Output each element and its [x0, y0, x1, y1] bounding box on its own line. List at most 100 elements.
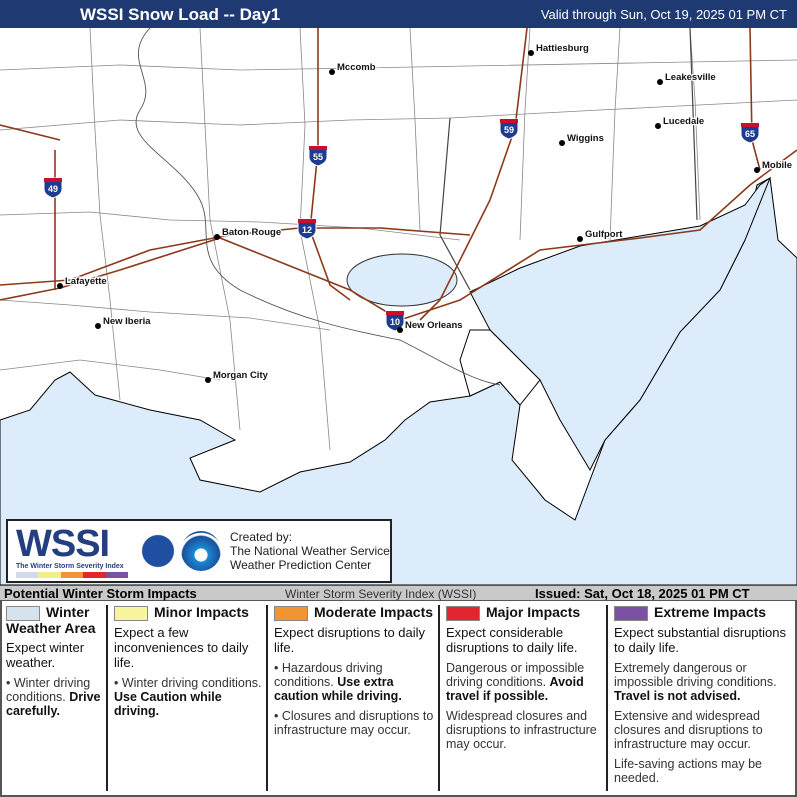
county-boundaries: [0, 27, 797, 451]
bullet-text: Life-saving actions may be needed.: [614, 756, 762, 785]
city-lafayette: Lafayette: [57, 275, 108, 289]
city-label: Leakesville: [665, 72, 716, 83]
issued-time: Issued: Sat, Oct 18, 2025 01 PM CT: [535, 586, 750, 601]
category-header: Minor Impacts: [114, 605, 266, 621]
category-header: Extreme Impacts: [614, 605, 796, 621]
city-mccomb: Mccomb: [329, 61, 377, 75]
bullet-text: Dangerous or impossible driving conditio…: [446, 660, 585, 689]
map-title: WSSI Snow Load -- Day1: [80, 5, 281, 24]
impact-bullet: Life-saving actions may be needed.: [614, 757, 796, 785]
impact-category-moderate-impacts: Moderate Impacts Expect disruptions to da…: [266, 605, 438, 791]
category-expectation: Expect substantial disruptions to daily …: [614, 624, 786, 655]
city-label: Gulfport: [585, 229, 623, 240]
bullet-text: • Hazardous driving conditions.: [274, 660, 383, 689]
city-dot: [655, 123, 661, 129]
city-mobile: Mobile: [754, 159, 793, 173]
color-swatch: [274, 605, 308, 621]
city-wiggins: Wiggins: [559, 132, 605, 146]
color-swatch: [614, 605, 648, 621]
bullet-text: Widespread closures and disruptions to i…: [446, 708, 597, 751]
city-label: Lucedale: [663, 116, 704, 127]
category-title: Major Impacts: [486, 604, 581, 620]
map[interactable]: 49 55 59 12 10 65 Hattiesburg Mccomb Leakesvill…: [0, 27, 797, 586]
category-expectation: Expect disruptions to daily life.: [274, 624, 426, 655]
bullet-emphasis: Avoid travel if possible.: [446, 674, 584, 703]
impact-bullet: Widespread closures and disruptions to i…: [446, 709, 606, 751]
city-dot: [657, 79, 663, 85]
city-gulfport: Gulfport: [577, 228, 625, 242]
impact-legend: Winter Weather Area Expect winter weather…: [0, 601, 797, 797]
city-dot: [754, 167, 760, 173]
svg-text:12: 12: [302, 225, 312, 235]
legend-index-name: Winter Storm Severity Index (WSSI): [285, 587, 477, 601]
bullet-emphasis: Drive carefully.: [6, 689, 101, 718]
category-title: Moderate Impacts: [314, 604, 434, 620]
city-label: Baton Rouge: [222, 227, 281, 238]
city-dot: [528, 50, 534, 56]
impact-category-major-impacts: Major Impacts Expect considerable disrupt…: [438, 605, 606, 791]
category-header: Moderate Impacts: [274, 605, 438, 621]
state-boundary: [439, 27, 698, 291]
color-swatch: [6, 605, 40, 621]
bullet-emphasis: Use extra caution while driving.: [274, 674, 402, 703]
svg-text:65: 65: [745, 129, 755, 139]
impact-bullet: Extremely dangerous or impossible drivin…: [614, 661, 796, 703]
bullet-text: • Winter driving conditions.: [114, 675, 262, 690]
category-expectation: Expect considerable disruptions to daily…: [446, 624, 578, 655]
wssi-wordmark: WSSI: [16, 523, 110, 565]
bullet-text: • Winter driving conditions.: [6, 675, 91, 704]
impact-bullet: Dangerous or impossible driving conditio…: [446, 661, 606, 703]
color-swatch: [446, 605, 480, 621]
svg-text:49: 49: [48, 184, 58, 194]
category-expectation: Expect a few inconveniences to daily lif…: [114, 624, 249, 670]
city-dot: [57, 283, 63, 289]
wssi-logo-panel: WSSI The Winter Storm Severity Index Cre…: [6, 519, 392, 583]
city-leakesville: Leakesville: [657, 71, 717, 85]
city-hattiesburg: Hattiesburg: [528, 42, 590, 56]
bullet-text: Extensive and widespread closures and di…: [614, 708, 763, 751]
impact-bullet: • Closures and disruptions to infrastruc…: [274, 709, 438, 737]
category-header: Winter Weather Area: [6, 605, 106, 636]
wssi-subtitle: The Winter Storm Severity Index: [16, 563, 124, 570]
bullet-emphasis: Use Caution while driving.: [114, 689, 222, 718]
lake-borgne-coast: [459, 329, 541, 406]
legend-title: Potential Winter Storm Impacts: [4, 586, 197, 601]
impact-category-extreme-impacts: Extreme Impacts Expect substantial disrup…: [606, 605, 796, 791]
legend-bar: Potential Winter Storm Impacts Winter St…: [0, 585, 797, 601]
impact-bullet: Extensive and widespread closures and di…: [614, 709, 796, 751]
category-title: Winter Weather Area: [6, 604, 96, 636]
interstate-49-shield-icon: 49: [43, 177, 63, 199]
city-dot: [397, 327, 403, 333]
bullet-emphasis: Travel is not advised.: [614, 688, 741, 703]
bullet-text: Extremely dangerous or impossible drivin…: [614, 660, 777, 689]
org-nws: The National Weather Service: [230, 544, 390, 558]
valid-time: Valid through Sun, Oct 19, 2025 01 PM CT: [540, 7, 787, 22]
interstate-55-shield-icon: 55: [308, 145, 328, 167]
created-by: Created by:: [230, 530, 293, 544]
city-label: Morgan City: [213, 370, 269, 381]
impact-bullet: • Winter driving conditions. Drive caref…: [6, 676, 106, 718]
city-dot: [95, 323, 101, 329]
city-lucedale: Lucedale: [655, 115, 705, 129]
city-label: New Iberia: [103, 316, 151, 327]
nws-seal-icon: [138, 531, 178, 571]
svg-text:55: 55: [313, 152, 323, 162]
lake-pontchartrain: [346, 253, 458, 307]
city-label: Wiggins: [567, 133, 604, 144]
category-header: Major Impacts: [446, 605, 606, 621]
category-title: Minor Impacts: [154, 604, 249, 620]
wssi-color-bar: [16, 572, 129, 578]
city-new-orleans: New Orleans: [397, 319, 464, 333]
impact-bullet: • Winter driving conditions. Use Caution…: [114, 676, 266, 718]
city-dot: [577, 236, 583, 242]
city-morgan-city: Morgan City: [205, 369, 270, 383]
city-label: Mobile: [762, 160, 792, 171]
city-new-iberia: New Iberia: [95, 315, 152, 329]
city-dot: [205, 377, 211, 383]
header: WSSI Snow Load -- Day1 Valid through Sun…: [0, 0, 797, 28]
interstate-12-shield-icon: 12: [297, 218, 317, 240]
svg-text:59: 59: [504, 125, 514, 135]
city-label: Lafayette: [65, 276, 107, 287]
city-baton-rouge: Baton Rouge: [214, 226, 282, 240]
city-label: Mccomb: [337, 62, 376, 73]
